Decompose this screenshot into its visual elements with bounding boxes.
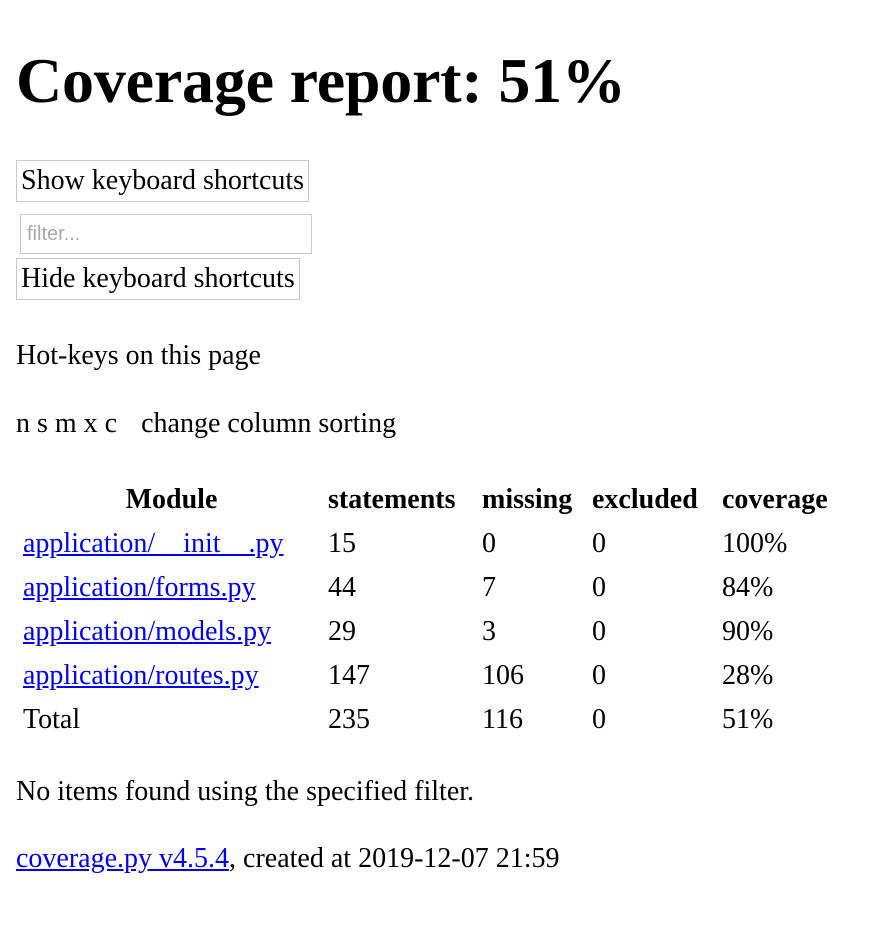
no-items-message: No items found using the specified filte… (16, 776, 475, 807)
coverage-py-link[interactable]: coverage.py v4.5.4 (16, 843, 230, 874)
missing-cell: 0 (482, 528, 496, 559)
header-coverage[interactable]: coverage (722, 484, 828, 515)
module-link[interactable]: application/__init__.py (23, 528, 284, 559)
missing-cell: 7 (482, 572, 496, 603)
missing-cell: 3 (482, 616, 496, 647)
statements-cell: 44 (328, 572, 356, 603)
hotkeys-description: change column sorting (141, 408, 397, 439)
table-row: application/__init__.py 15 0 0 100% (19, 522, 842, 566)
coverage-cell: 84% (722, 572, 774, 603)
missing-cell: 106 (482, 660, 524, 691)
statements-cell: 29 (328, 616, 356, 647)
coverage-table: Module statements missing excluded cover… (19, 478, 842, 742)
header-missing[interactable]: missing (482, 484, 573, 515)
excluded-cell: 0 (592, 660, 606, 691)
total-excluded: 0 (592, 704, 606, 735)
table-total-row: Total 235 116 0 51% (19, 698, 842, 742)
total-label: Total (23, 704, 81, 735)
table-row: application/models.py 29 3 0 90% (19, 610, 842, 654)
total-statements: 235 (328, 704, 370, 735)
module-link[interactable]: application/routes.py (23, 660, 259, 691)
hotkeys-line: n s m x c change column sorting (16, 408, 396, 440)
footer: coverage.py v4.5.4, created at 2019-12-0… (16, 843, 560, 875)
table-row: application/forms.py 44 7 0 84% (19, 566, 842, 610)
created-at-text: , created at 2019-12-07 21:59 (229, 843, 560, 874)
excluded-cell: 0 (592, 616, 606, 647)
excluded-cell: 0 (592, 528, 606, 559)
header-excluded[interactable]: excluded (592, 484, 698, 515)
statements-cell: 15 (328, 528, 356, 559)
header-statements[interactable]: statements (328, 484, 456, 515)
total-coverage: 51% (722, 704, 774, 735)
filter-input[interactable] (20, 214, 312, 254)
module-cell: application/forms.py (19, 566, 324, 610)
module-cell: application/__init__.py (19, 522, 324, 566)
excluded-cell: 0 (592, 572, 606, 603)
module-cell: application/models.py (19, 610, 324, 654)
hide-keyboard-shortcuts-button[interactable]: Hide keyboard shortcuts (16, 258, 300, 300)
module-link[interactable]: application/models.py (23, 616, 272, 647)
total-missing: 116 (482, 704, 523, 735)
hotkeys-title: Hot-keys on this page (16, 340, 261, 371)
module-link[interactable]: application/forms.py (23, 572, 256, 603)
header-module[interactable]: Module (125, 484, 218, 515)
statements-cell: 147 (328, 660, 370, 691)
table-row: application/routes.py 147 106 0 28% (19, 654, 842, 698)
coverage-cell: 100% (722, 528, 788, 559)
table-header-row: Module statements missing excluded cover… (19, 478, 842, 522)
module-cell: application/routes.py (19, 654, 324, 698)
coverage-cell: 90% (722, 616, 774, 647)
coverage-cell: 28% (722, 660, 774, 691)
page-title: Coverage report: 51% (16, 45, 626, 116)
hotkeys-keys: n s m x c (16, 408, 118, 439)
show-keyboard-shortcuts-button[interactable]: Show keyboard shortcuts (16, 160, 310, 202)
